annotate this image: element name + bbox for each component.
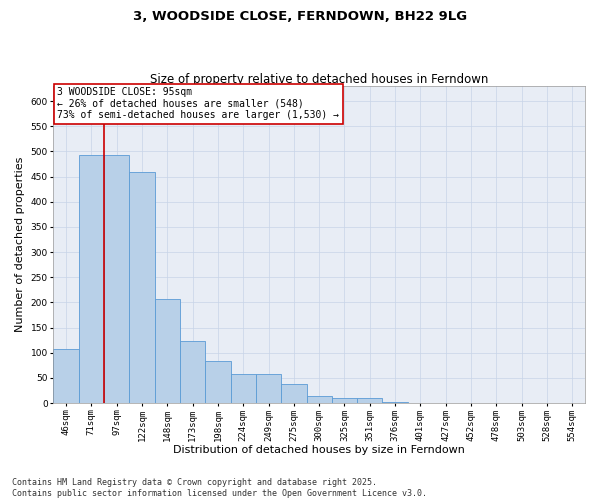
Title: Size of property relative to detached houses in Ferndown: Size of property relative to detached ho… [150, 73, 488, 86]
Bar [307, 396, 332, 403]
X-axis label: Distribution of detached houses by size in Ferndown: Distribution of detached houses by size … [173, 445, 465, 455]
Bar [180, 340, 205, 403]
Bar [332, 398, 357, 403]
Text: 3, WOODSIDE CLOSE, FERNDOWN, BH22 9LG: 3, WOODSIDE CLOSE, FERNDOWN, BH22 9LG [133, 10, 467, 23]
Text: Contains HM Land Registry data © Crown copyright and database right 2025.
Contai: Contains HM Land Registry data © Crown c… [12, 478, 427, 498]
Bar [104, 155, 130, 403]
Bar [205, 362, 230, 403]
Bar [53, 349, 79, 403]
Bar [155, 299, 180, 403]
Bar [281, 384, 307, 403]
Bar [458, 402, 484, 403]
Bar [256, 374, 281, 403]
Bar [130, 172, 155, 403]
Bar [79, 155, 104, 403]
Bar [382, 402, 408, 403]
Bar [357, 398, 382, 403]
Text: 3 WOODSIDE CLOSE: 95sqm
← 26% of detached houses are smaller (548)
73% of semi-d: 3 WOODSIDE CLOSE: 95sqm ← 26% of detache… [57, 87, 339, 120]
Bar [408, 402, 433, 403]
Bar [230, 374, 256, 403]
Y-axis label: Number of detached properties: Number of detached properties [15, 157, 25, 332]
Bar [433, 402, 458, 403]
